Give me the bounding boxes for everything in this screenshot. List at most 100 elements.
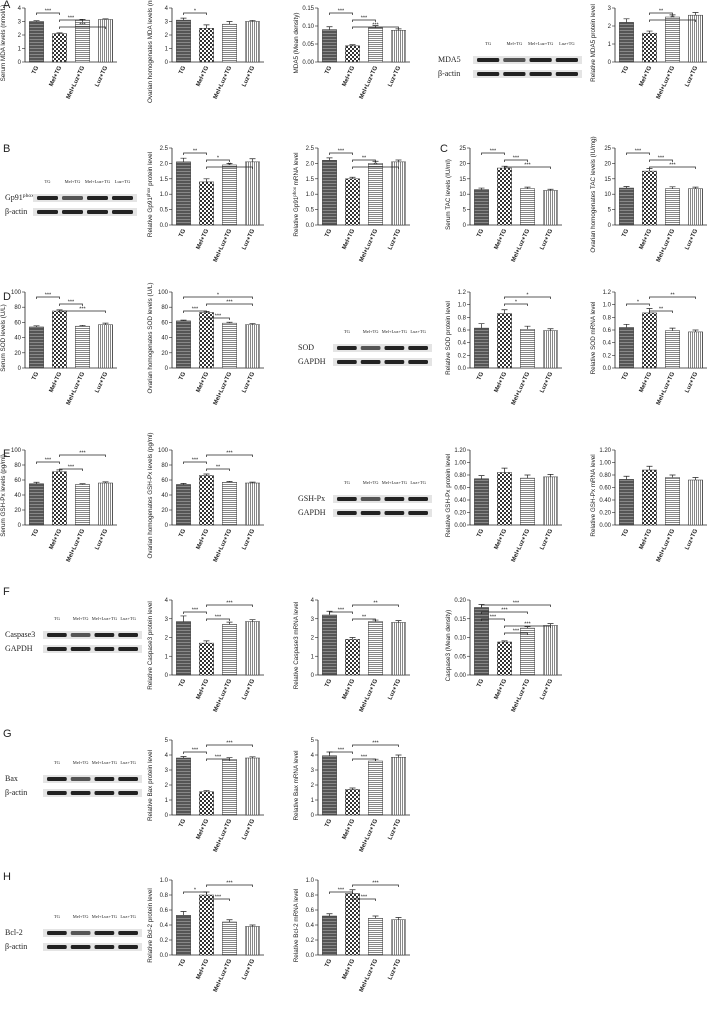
bar	[322, 160, 337, 226]
blot-membrane	[43, 929, 142, 937]
x-tick-label: Mel+Luz+TG	[656, 528, 677, 563]
y-tick-label: 2	[311, 636, 315, 642]
y-tick-label: 1.20	[599, 448, 611, 454]
y-tick-label: 100	[11, 448, 22, 454]
y-tick-label: 80	[161, 305, 168, 311]
y-tick-label: 1.0	[603, 303, 612, 309]
significance-bracket	[59, 26, 106, 29]
error-bar	[180, 615, 187, 622]
x-tick-label: Mel+Luz+TG	[213, 958, 234, 993]
lane-label: TG	[54, 616, 61, 621]
bar	[474, 189, 489, 226]
y-tick-label: 1	[165, 798, 169, 804]
significance-label: ***	[226, 300, 233, 306]
blot-membrane	[333, 509, 432, 517]
significance-label: ***	[45, 458, 52, 464]
y-tick-label: 0.0	[160, 223, 169, 229]
x-tick-label: Mel+Luz+TG	[511, 371, 532, 406]
significance-bracket	[352, 166, 399, 169]
significance-label: **	[362, 615, 367, 621]
lane-label: Luz+TG	[115, 179, 131, 184]
bar	[222, 921, 237, 956]
error-bar	[501, 467, 508, 473]
y-tick-label: 80	[14, 305, 21, 311]
y-tick-label: 3	[165, 20, 169, 26]
error-bar	[547, 474, 554, 477]
significance-bracket	[649, 19, 696, 22]
bar	[642, 312, 657, 369]
y-tick-label: 0.5	[306, 208, 315, 214]
y-axis-label: Relative Bcl-2 protein level	[147, 888, 154, 963]
y-axis-label: Relative Gp91phox mRNA level	[292, 152, 301, 236]
blot-band	[118, 647, 138, 651]
significance-label: *	[194, 9, 197, 15]
label-part: Relative Gp91	[293, 196, 300, 236]
y-tick-label: 4	[311, 598, 315, 604]
significance-bracket	[206, 159, 230, 162]
blot-row-label: Gp91phox	[5, 193, 34, 202]
significance-label: ***	[215, 314, 222, 320]
y-tick-label: 0.00	[454, 523, 466, 529]
y-tick-label: 0.6	[458, 328, 467, 334]
error-bar	[326, 26, 333, 30]
x-tick-label: Mel+Luz+TG	[656, 371, 677, 406]
x-tick-label: Mel+Luz+TG	[656, 65, 677, 100]
label-part: mRNA level	[293, 152, 300, 187]
y-tick-label: 0.2	[306, 938, 315, 944]
significance-bracket	[504, 296, 551, 299]
x-tick-label: Luz+TG	[242, 818, 257, 841]
significance-bracket	[649, 296, 696, 299]
y-tick-label: 0.80	[599, 473, 611, 479]
y-axis-label: Serum MDA levels (nmol/L)	[0, 5, 7, 82]
x-tick-label: Mel+TG	[49, 65, 64, 88]
y-tick-label: 80	[161, 463, 168, 469]
x-tick-label: Mel+Luz+TG	[359, 228, 380, 263]
error-bar	[249, 924, 256, 927]
significance-bracket	[206, 166, 253, 169]
significance-bracket	[36, 296, 60, 299]
significance-bracket	[59, 303, 83, 306]
x-tick-label: Mel+TG	[196, 958, 211, 981]
error-bar	[180, 17, 187, 21]
error-bar	[646, 465, 653, 470]
significance-label: **	[659, 307, 664, 313]
y-axis-label: Serum SOD levels (U/L)	[0, 304, 7, 372]
y-tick-label: 0	[165, 813, 169, 819]
lane-label: Mel+TG	[506, 41, 523, 46]
blot-band	[37, 210, 58, 214]
x-tick-label: Luz+TG	[540, 371, 555, 394]
lane-label: Mel+Luz+TG	[92, 616, 118, 621]
y-tick-label: 1.0	[160, 192, 169, 198]
y-tick-label: 60	[14, 478, 21, 484]
blot-membrane	[43, 645, 142, 653]
x-tick-label: Mel+TG	[494, 228, 509, 251]
error-bar	[646, 30, 653, 34]
bar	[245, 482, 260, 526]
significance-label: ***	[79, 307, 86, 313]
bar	[497, 313, 512, 369]
bar	[619, 479, 634, 526]
y-tick-label: 0.0	[160, 953, 169, 959]
error-bar	[623, 475, 630, 480]
significance-label: **	[373, 601, 378, 607]
x-tick-label: Luz+TG	[388, 228, 403, 251]
error-bar	[395, 159, 402, 162]
bar	[497, 641, 512, 676]
bar	[619, 327, 634, 369]
blot-band	[47, 791, 67, 795]
y-tick-label: 1.5	[160, 177, 169, 183]
bar	[497, 472, 512, 526]
bar	[199, 894, 214, 956]
y-tick-label: 0.8	[306, 893, 315, 899]
significance-label: **	[227, 163, 232, 169]
y-tick-label: 0.0	[458, 366, 467, 372]
bar	[98, 19, 113, 63]
y-tick-label: 0.2	[458, 353, 467, 359]
x-tick-label: Mel+TG	[639, 371, 654, 394]
y-tick-label: 25	[604, 146, 611, 152]
blot-membrane	[33, 208, 137, 216]
x-tick-label: TG	[178, 371, 187, 381]
error-bar	[226, 481, 233, 483]
x-tick-label: Luz+TG	[95, 371, 110, 394]
lane-label: Luz+TG	[120, 616, 136, 621]
